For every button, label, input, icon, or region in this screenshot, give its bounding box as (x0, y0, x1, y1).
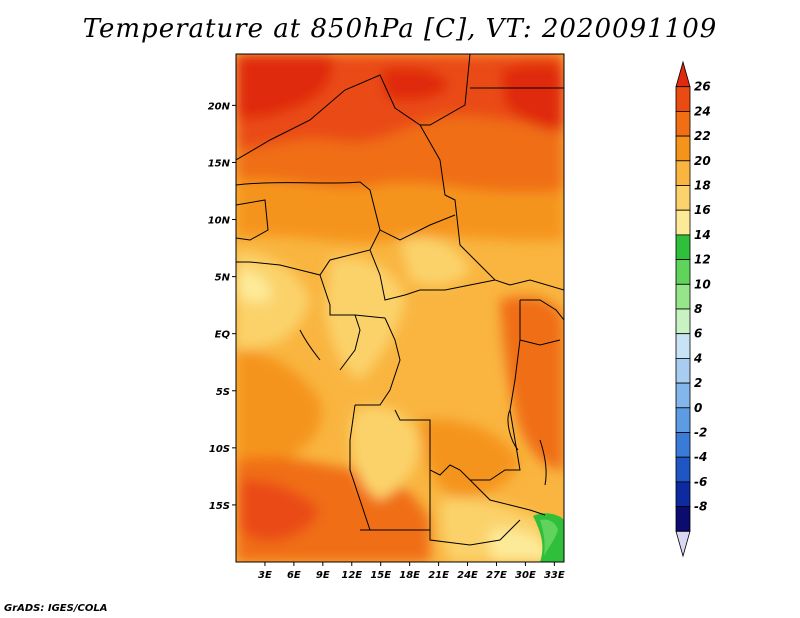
border-kenya (519, 339, 561, 346)
lat-tick-label: 5S (216, 387, 230, 398)
border-uganda (520, 299, 564, 321)
colorbar-segment (675, 357, 691, 384)
colorbar-label: 0 (694, 401, 702, 415)
colorbar-label: 22 (694, 129, 711, 143)
field-band-gulf-cool (236, 269, 271, 303)
lon-tick-label: 30E (515, 570, 536, 581)
border-gabon-congo (339, 314, 361, 371)
field-band-26-east (500, 63, 564, 131)
temperature-field (236, 54, 564, 562)
lon-tick-label: 24E (457, 570, 478, 581)
border-libya-niger (236, 54, 471, 161)
field-band-atlantic (236, 350, 322, 470)
colorbar-label: 16 (694, 203, 711, 217)
colorbar-segment (675, 86, 691, 112)
lat-tick-label: 10S (209, 444, 230, 455)
coast-gabon (299, 329, 321, 361)
field-band-east-warm (500, 296, 564, 470)
border-congo-drc (355, 317, 401, 406)
colorbar-segment (675, 407, 691, 433)
colorbar-segment (675, 333, 691, 359)
colorbar-label: -4 (694, 450, 707, 464)
colorbar-label: 12 (694, 253, 711, 267)
colorbar-label: -6 (694, 475, 707, 489)
colorbar-label: 18 (694, 179, 711, 193)
colorbar-segment (675, 506, 691, 532)
colorbar-segment (675, 234, 691, 260)
field-band-sahel (236, 179, 564, 243)
colorbar-top-triangle (675, 60, 691, 88)
colorbar-label: 4 (693, 351, 702, 365)
colorbar-segment (675, 432, 691, 458)
colorbar-segment (675, 481, 691, 507)
colorbar-label: 8 (694, 302, 702, 316)
border-drc-east (394, 300, 521, 481)
field-band-southeast-cool (489, 528, 550, 562)
chart-title: Temperature at 850hPa [C], VT: 202009110… (82, 14, 718, 44)
colorbar-segment (675, 209, 691, 236)
colorbar-label: 6 (694, 327, 702, 341)
lon-tick-label: 15E (370, 570, 391, 581)
colorbar-segment (675, 283, 691, 310)
field-band-central-mild (325, 257, 405, 380)
border-nigeria (236, 181, 381, 276)
colorbar-label: 24 (694, 104, 711, 118)
lon-tick-label: 9E (316, 570, 330, 581)
lat-tick-label: 10N (208, 216, 231, 227)
lon-tick-label: 12E (341, 570, 362, 581)
lon-tick-label: 18E (399, 570, 420, 581)
field-band-namibia-hot (240, 479, 320, 542)
border-chad-sudan (419, 124, 564, 291)
lake-malawi (539, 439, 547, 486)
field-band-26-west (236, 54, 333, 119)
lon-tick-label: 27E (486, 570, 507, 581)
colorbar-segment (675, 308, 691, 335)
map-frame (235, 53, 565, 563)
lat-tick-label: 20N (208, 101, 231, 112)
latitude-axis: 20N 15N 10N 5N EQ 5S 10S 15S (208, 101, 236, 512)
border-car-south (369, 249, 496, 301)
longitude-axis: 3E 6E 9E 12E 15E 18E 21E 24E 27E 30E 33E (258, 562, 565, 581)
lon-tick-label: 3E (258, 570, 272, 581)
field-band-26-central (380, 67, 450, 101)
colorbar-segment (675, 160, 691, 186)
colorbar-segment (675, 111, 691, 137)
lon-tick-label: 6E (287, 570, 301, 581)
lat-tick-label: 5N (215, 273, 231, 284)
colorbar-label: 20 (694, 154, 711, 168)
colorbar-label: -2 (694, 426, 707, 440)
colorbar-label: 26 (694, 80, 711, 94)
colorbar-label: 10 (694, 277, 711, 291)
colorbar-segment (675, 185, 691, 211)
lake-tanganyika (507, 409, 519, 451)
field-cold-patch-inner (540, 519, 558, 556)
field-band-car-mild (400, 236, 470, 286)
lon-tick-label: 33E (544, 570, 565, 581)
lat-tick-label: 15S (209, 501, 230, 512)
colorbar-segment (675, 259, 691, 285)
border-cameroon-south (319, 274, 386, 319)
border-zambia-south (469, 479, 546, 516)
colorbar-label: 2 (694, 376, 702, 390)
footer-credit: GrADS: IGES/COLA (4, 603, 108, 614)
colorbar-bottom-triangle (675, 530, 691, 558)
colorbar-label: -8 (694, 500, 707, 514)
colorbar-segment (675, 382, 691, 409)
border-west-coast (236, 199, 269, 241)
colorbar-segment (675, 456, 691, 483)
border-car-north (379, 214, 456, 241)
lat-tick-label: EQ (215, 330, 231, 341)
colorbar-segment (675, 135, 691, 162)
lat-tick-label: 15N (208, 158, 231, 169)
colorbar-label: 14 (694, 228, 711, 242)
field-band-south-mild (350, 406, 420, 500)
field-band-congo (400, 296, 506, 423)
lon-tick-label: 21E (428, 570, 449, 581)
country-borders (236, 54, 564, 546)
border-namibia (360, 519, 521, 546)
